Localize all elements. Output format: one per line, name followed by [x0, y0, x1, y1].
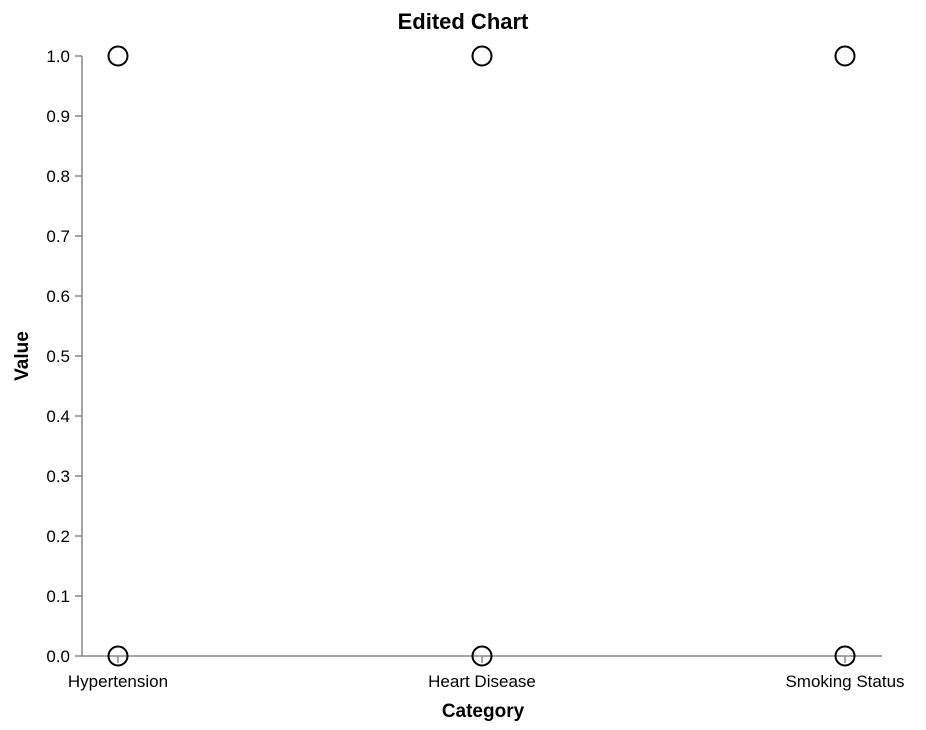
y-tick-label: 0.7 — [46, 227, 70, 246]
data-point — [107, 45, 129, 67]
y-tick-label: 0.0 — [46, 647, 70, 666]
data-point — [834, 645, 856, 667]
y-tick-label: 0.5 — [46, 347, 70, 366]
y-axis-title: Value — [12, 331, 33, 381]
y-tick-label: 0.8 — [46, 167, 70, 186]
x-axis-title: Category — [442, 701, 525, 722]
x-axis: Hypertension Heart Disease Smoking Status — [68, 655, 905, 691]
x-tick-label: Heart Disease — [428, 672, 536, 691]
data-point — [471, 45, 493, 67]
chart-title: Edited Chart — [398, 9, 529, 34]
x-tick-label: Hypertension — [68, 672, 168, 691]
data-point — [834, 45, 856, 67]
y-tick-label: 0.4 — [46, 407, 70, 426]
y-tick-label: 0.9 — [46, 107, 70, 126]
y-tick-label: 0.6 — [46, 287, 70, 306]
data-point — [471, 645, 493, 667]
y-tick-label: 1.0 — [46, 47, 70, 66]
y-tick-label: 0.2 — [46, 527, 70, 546]
y-tick-label: 0.3 — [46, 467, 70, 486]
x-tick-label: Smoking Status — [785, 672, 904, 691]
data-point — [107, 645, 129, 667]
data-points — [107, 45, 856, 667]
y-axis: 0.0 0.1 0.2 0.3 0.4 0.5 0.6 0.7 0.8 0.9 1.0 — [46, 47, 83, 666]
y-tick-label: 0.1 — [46, 587, 70, 606]
